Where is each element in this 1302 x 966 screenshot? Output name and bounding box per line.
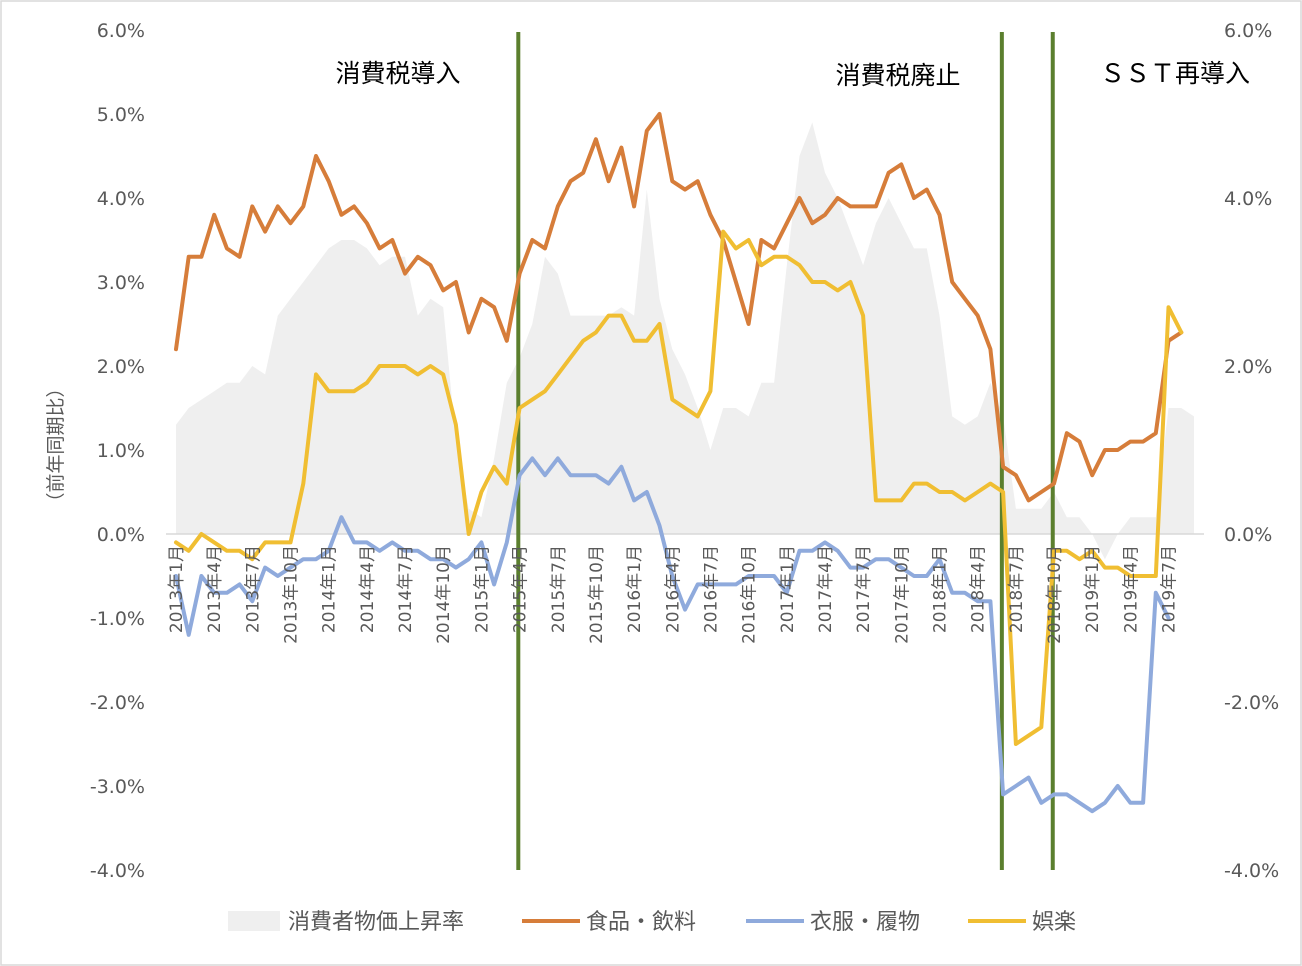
x-tick-label: 2015年1月	[472, 545, 492, 633]
x-tick-label: 2018年7月	[1007, 545, 1027, 633]
y-left-tick: 1.0%	[97, 440, 145, 462]
x-tick-label: 2019年7月	[1160, 545, 1180, 633]
x-tick-label: 2015年7月	[549, 545, 569, 633]
y-axis-title: （前年同期比）	[45, 378, 67, 511]
y-left-tick: 3.0%	[97, 272, 145, 294]
x-tick-label: 2014年7月	[396, 545, 416, 633]
x-tick-label: 2018年1月	[931, 545, 951, 633]
x-tick-label: 2016年4月	[663, 545, 683, 633]
x-tick-label: 2017年1月	[778, 545, 798, 633]
y-left-tick: 2.0%	[97, 356, 145, 378]
series-line-娯楽	[174, 229, 1184, 746]
annotation-label: 消費税導入	[335, 59, 460, 88]
x-tick-label: 2016年1月	[625, 545, 645, 633]
y-left-tick: 4.0%	[97, 188, 145, 210]
x-tick-label: 2019年1月	[1083, 545, 1103, 633]
x-tick-label: 2013年4月	[205, 545, 225, 633]
x-tick-label: 2017年4月	[816, 545, 836, 633]
x-tick-label: 2015年4月	[511, 545, 531, 633]
x-tick-label: 2013年10月	[282, 545, 302, 644]
x-tick-label: 2016年7月	[701, 545, 721, 633]
y-left-tick: 5.0%	[97, 104, 145, 126]
y-right-tick: 4.0%	[1224, 188, 1272, 210]
y-right-tick: 2.0%	[1224, 356, 1272, 378]
y-left-tick: -3.0%	[90, 776, 145, 798]
x-tick-label: 2018年10月	[1045, 545, 1065, 644]
x-tick-label: 2013年7月	[243, 545, 263, 633]
y-left-tick: -1.0%	[90, 608, 145, 630]
y-left-tick: 0.0%	[97, 524, 145, 546]
x-tick-label: 2017年7月	[854, 545, 874, 633]
y-right-tick: 6.0%	[1224, 20, 1272, 42]
legend-label: 消費者物価上昇率	[288, 910, 464, 935]
y-left-tick: 6.0%	[97, 20, 145, 42]
legend-label: 衣服・履物	[810, 910, 920, 935]
y-left-tick: -4.0%	[90, 860, 145, 882]
x-tick-label: 2014年1月	[320, 545, 340, 633]
y-right-tick: 0.0%	[1224, 524, 1272, 546]
y-left-tick: -2.0%	[90, 692, 145, 714]
series-line-衣服・履物	[174, 456, 1171, 814]
legend-swatch	[228, 911, 280, 931]
cpi-area	[176, 122, 1194, 560]
x-tick-label: 2017年10月	[892, 545, 912, 644]
x-tick-label: 2014年4月	[358, 545, 378, 633]
x-tick-label: 2015年10月	[587, 545, 607, 644]
x-tick-label: 2018年4月	[969, 545, 989, 633]
x-tick-label: 2014年10月	[434, 545, 454, 644]
series-line-食品・飲料	[174, 112, 1184, 503]
y-right-tick: -4.0%	[1224, 860, 1279, 882]
x-tick-label: 2016年10月	[740, 545, 760, 644]
y-right-tick: -2.0%	[1224, 692, 1279, 714]
x-tick-label: 2013年1月	[167, 545, 187, 633]
annotation-label: ＳＳＴ再導入	[1100, 59, 1250, 88]
x-tick-label: 2019年4月	[1121, 545, 1141, 633]
legend-label: 食品・飲料	[586, 910, 696, 935]
annotation-label: 消費税廃止	[835, 61, 960, 90]
legend-label: 娯楽	[1032, 910, 1076, 935]
